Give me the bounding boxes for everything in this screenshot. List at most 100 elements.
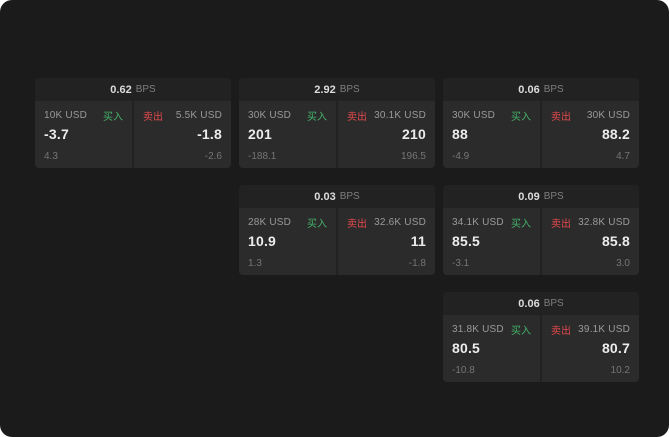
buy-panel[interactable]: 31.8K USD 买入 80.5 -10.8 xyxy=(443,315,540,382)
spread-header: 2.92 BPS xyxy=(239,78,435,101)
quote-card-body: 10K USD 买入 -3.7 4.3 卖出 5.5K USD -1.8 -2.… xyxy=(35,101,231,168)
sell-panel[interactable]: 卖出 32.6K USD 11 -1.8 xyxy=(338,208,435,275)
spread-value: 0.06 xyxy=(518,297,540,310)
buy-amount: 30K USD xyxy=(452,110,496,121)
buy-panel[interactable]: 10K USD 买入 -3.7 4.3 xyxy=(35,101,132,168)
sell-sub-value: 3.0 xyxy=(616,258,630,269)
sell-sub-value: 4.7 xyxy=(616,151,630,162)
quote-card-body: 34.1K USD 买入 85.5 -3.1 卖出 32.8K USD 85.8… xyxy=(443,208,639,275)
spread-unit-label: BPS xyxy=(543,298,564,309)
quote-card-body: 31.8K USD 买入 80.5 -10.8 卖出 39.1K USD 80.… xyxy=(443,315,639,382)
quote-card: 0.62 BPS 10K USD 买入 -3.7 4.3 卖出 5.5K USD… xyxy=(35,78,231,168)
buy-panel[interactable]: 30K USD 买入 201 -188.1 xyxy=(239,101,336,168)
quote-card-body: 30K USD 买入 201 -188.1 卖出 30.1K USD 210 1… xyxy=(239,101,435,168)
spread-header: 0.06 BPS xyxy=(443,78,639,101)
sell-price: 85.8 xyxy=(601,233,630,249)
sell-panel[interactable]: 卖出 30K USD 88.2 4.7 xyxy=(542,101,639,168)
buy-panel-top: 28K USD 买入 xyxy=(248,215,327,230)
buy-panel[interactable]: 28K USD 买入 10.9 1.3 xyxy=(239,208,336,275)
sell-panel-top: 卖出 32.6K USD xyxy=(347,215,426,230)
sell-label: 卖出 xyxy=(347,112,367,123)
spread-header: 0.03 BPS xyxy=(239,185,435,208)
spread-unit-label: BPS xyxy=(543,191,564,202)
spread-unit-label: BPS xyxy=(339,191,360,202)
quote-card: 2.92 BPS 30K USD 买入 201 -188.1 卖出 30.1K … xyxy=(239,78,435,168)
buy-sub-value: 4.3 xyxy=(44,151,58,162)
quote-card-body: 30K USD 买入 88 -4.9 卖出 30K USD 88.2 4.7 xyxy=(443,101,639,168)
spread-value: 0.09 xyxy=(518,190,540,203)
buy-label: 买入 xyxy=(307,219,327,230)
sell-panel-top: 卖出 32.8K USD xyxy=(551,215,630,230)
buy-amount: 31.8K USD xyxy=(452,324,504,335)
buy-price: 88 xyxy=(452,126,468,142)
sell-price: 11 xyxy=(410,233,426,249)
buy-label: 买入 xyxy=(511,326,531,337)
buy-label: 买入 xyxy=(103,112,123,123)
sell-panel-top: 卖出 30K USD xyxy=(551,108,630,123)
spread-unit-label: BPS xyxy=(135,84,156,95)
buy-price: 85.5 xyxy=(452,233,481,249)
spread-value: 0.62 xyxy=(110,83,132,96)
sell-label: 卖出 xyxy=(347,219,367,230)
buy-price: 80.5 xyxy=(452,340,481,356)
sell-price: -1.8 xyxy=(197,126,222,142)
sell-label: 卖出 xyxy=(143,112,163,123)
buy-panel-top: 34.1K USD 买入 xyxy=(452,215,531,230)
buy-panel-top: 10K USD 买入 xyxy=(44,108,123,123)
spread-value: 2.92 xyxy=(314,83,336,96)
sell-price: 80.7 xyxy=(601,340,630,356)
quote-card: 0.09 BPS 34.1K USD 买入 85.5 -3.1 卖出 32.8K… xyxy=(443,185,639,275)
spread-header: 0.62 BPS xyxy=(35,78,231,101)
buy-sub-value: -188.1 xyxy=(248,151,277,162)
quote-card: 0.03 BPS 28K USD 买入 10.9 1.3 卖出 32.6K US… xyxy=(239,185,435,275)
sell-panel-top: 卖出 39.1K USD xyxy=(551,322,630,337)
sell-amount: 32.8K USD xyxy=(578,217,630,228)
sell-sub-value: -1.8 xyxy=(408,258,426,269)
buy-label: 买入 xyxy=(511,219,531,230)
buy-panel[interactable]: 30K USD 买入 88 -4.9 xyxy=(443,101,540,168)
sell-amount: 32.6K USD xyxy=(374,217,426,228)
sell-panel[interactable]: 卖出 30.1K USD 210 196.5 xyxy=(338,101,435,168)
sell-panel[interactable]: 卖出 5.5K USD -1.8 -2.6 xyxy=(134,101,231,168)
sell-label: 卖出 xyxy=(551,326,571,337)
buy-price: 201 xyxy=(248,126,272,142)
sell-label: 卖出 xyxy=(551,219,571,230)
sell-amount: 30K USD xyxy=(586,110,630,121)
sell-panel-top: 卖出 30.1K USD xyxy=(347,108,426,123)
sell-price: 210 xyxy=(402,126,426,142)
buy-amount: 10K USD xyxy=(44,110,88,121)
sell-sub-value: 196.5 xyxy=(400,151,426,162)
buy-sub-value: -3.1 xyxy=(452,258,470,269)
quote-card-body: 28K USD 买入 10.9 1.3 卖出 32.6K USD 11 -1.8 xyxy=(239,208,435,275)
spread-unit-label: BPS xyxy=(543,84,564,95)
buy-panel-top: 30K USD 买入 xyxy=(452,108,531,123)
spread-header: 0.06 BPS xyxy=(443,292,639,315)
buy-amount: 28K USD xyxy=(248,217,292,228)
quote-card-grid: 0.62 BPS 10K USD 买入 -3.7 4.3 卖出 5.5K USD… xyxy=(35,78,639,382)
sell-label: 卖出 xyxy=(551,112,571,123)
buy-sub-value: -10.8 xyxy=(452,365,475,376)
buy-label: 买入 xyxy=(511,112,531,123)
sell-panel[interactable]: 卖出 32.8K USD 85.8 3.0 xyxy=(542,208,639,275)
buy-panel[interactable]: 34.1K USD 买入 85.5 -3.1 xyxy=(443,208,540,275)
sell-amount: 39.1K USD xyxy=(578,324,630,335)
buy-panel-top: 30K USD 买入 xyxy=(248,108,327,123)
buy-panel-top: 31.8K USD 买入 xyxy=(452,322,531,337)
spread-unit-label: BPS xyxy=(339,84,360,95)
sell-sub-value: 10.2 xyxy=(610,365,630,376)
quote-card: 0.06 BPS 31.8K USD 买入 80.5 -10.8 卖出 39.1… xyxy=(443,292,639,382)
buy-amount: 34.1K USD xyxy=(452,217,504,228)
sell-amount: 30.1K USD xyxy=(374,110,426,121)
buy-amount: 30K USD xyxy=(248,110,292,121)
spread-value: 0.06 xyxy=(518,83,540,96)
sell-price: 88.2 xyxy=(601,126,630,142)
buy-price: -3.7 xyxy=(44,126,69,142)
sell-amount: 5.5K USD xyxy=(175,110,222,121)
sell-panel-top: 卖出 5.5K USD xyxy=(143,108,222,123)
sell-panel[interactable]: 卖出 39.1K USD 80.7 10.2 xyxy=(542,315,639,382)
buy-label: 买入 xyxy=(307,112,327,123)
buy-sub-value: 1.3 xyxy=(248,258,262,269)
quote-card: 0.06 BPS 30K USD 买入 88 -4.9 卖出 30K USD 8… xyxy=(443,78,639,168)
buy-sub-value: -4.9 xyxy=(452,151,470,162)
